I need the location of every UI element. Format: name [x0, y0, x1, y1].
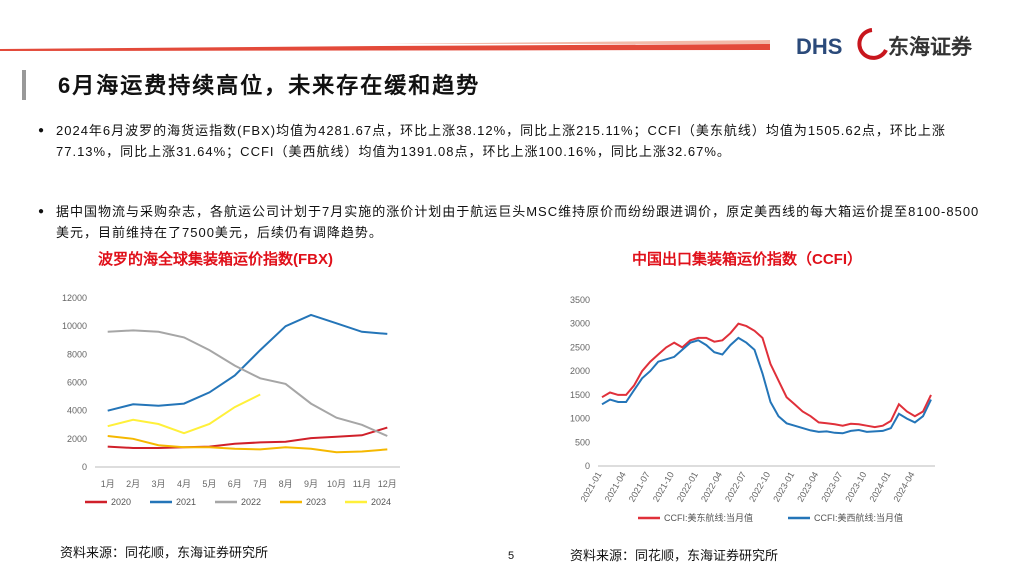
x-tick-label: 9月: [304, 479, 318, 489]
series-line: [107, 393, 261, 435]
y-tick-label: 1000: [570, 414, 590, 424]
legend-label: 2023: [306, 497, 326, 507]
series-line: [107, 435, 388, 454]
bullet: 2024年6月波罗的海货运指数(FBX)均值为4281.67点，环比上涨38.1…: [38, 120, 986, 162]
title-marker: [22, 70, 26, 100]
series-line: [107, 329, 388, 437]
slide-title: 6月海运费持续高位，未来存在缓和趋势: [58, 73, 481, 98]
x-tick-label: 11月: [353, 479, 371, 489]
x-tick-label: 2022-01: [675, 470, 700, 504]
legend-label: 2020: [111, 497, 131, 507]
x-tick-label: 8月: [279, 479, 293, 489]
legend-label: CCFI:美西航线:当月值: [814, 512, 903, 523]
x-tick-label: 2023-10: [843, 470, 868, 504]
chart: 0 2000 4000 6000 8000 10000 12000 1月 2月 3月 4月 5月 6月 7…: [62, 293, 400, 507]
series-line: [107, 313, 388, 412]
x-tick-label: 2024-01: [867, 470, 892, 504]
header-rule: [0, 44, 770, 51]
x-tick-label: 10月: [327, 479, 346, 489]
y-tick-label: 3000: [570, 319, 590, 329]
x-tick-label: 2023-04: [795, 470, 820, 504]
legend-label: 2022: [241, 497, 261, 507]
source: 资料来源：同花顺，东海证券研究所: [570, 548, 779, 563]
y-tick-label: 8000: [67, 349, 87, 359]
x-tick-label: 2024-04: [891, 470, 916, 504]
x-tick-label: 2021-07: [627, 470, 652, 504]
series-line: [601, 322, 932, 429]
chart-title: 中国出口集装箱运价指数（CCFI）: [632, 251, 862, 268]
header-rule-shade: [380, 40, 770, 44]
y-tick-label: 2000: [67, 434, 87, 444]
y-tick-label: 500: [575, 437, 590, 447]
x-tick-label: 4月: [177, 479, 191, 489]
legend-label: 2024: [371, 497, 391, 507]
x-tick-label: 2022-10: [747, 470, 772, 504]
x-tick-label: 3月: [152, 479, 166, 489]
y-tick-label: 0: [585, 461, 590, 471]
y-tick-label: 4000: [67, 406, 87, 416]
x-tick-label: 2021-04: [603, 470, 628, 504]
logo-mark: [857, 28, 888, 60]
x-tick-label: 1月: [101, 479, 115, 489]
x-tick-label: 2023-01: [771, 470, 796, 504]
logo-en: DHS: [796, 34, 842, 59]
chart: 05001000150020002500300035002021-012021-…: [570, 295, 935, 523]
y-tick-label: 10000: [62, 321, 87, 331]
x-tick-label: 2023-07: [819, 470, 844, 504]
source: 资料来源：同花顺，东海证券研究所: [60, 545, 269, 560]
series-line: [107, 426, 388, 449]
page-number: 5: [508, 550, 515, 562]
legend-label: 2021: [176, 497, 196, 507]
x-tick-label: 2021-01: [579, 470, 604, 504]
x-tick-label: 2022-04: [699, 470, 724, 504]
x-tick-label: 5月: [202, 479, 216, 489]
x-tick-label: 2021-10: [651, 470, 676, 504]
y-tick-label: 3500: [570, 295, 590, 305]
y-tick-label: 2000: [570, 366, 590, 376]
y-tick-label: 0: [82, 462, 87, 472]
y-tick-label: 2500: [570, 342, 590, 352]
y-tick-label: 6000: [67, 378, 87, 388]
x-tick-label: 2022-07: [723, 470, 748, 504]
logo-cn: 东海证券: [888, 35, 973, 59]
bullet: 据中国物流与采购杂志，各航运公司计划于7月实施的涨价计划由于航运巨头MSC维持原…: [38, 201, 986, 243]
series-line: [601, 336, 932, 435]
y-tick-label: 12000: [62, 293, 87, 303]
chart-title: 波罗的海全球集装箱运价指数(FBX): [98, 251, 333, 268]
legend-label: CCFI:美东航线:当月值: [664, 512, 753, 523]
y-tick-label: 1500: [570, 390, 590, 400]
x-tick-label: 7月: [253, 479, 267, 489]
x-tick-label: 6月: [228, 479, 242, 489]
x-tick-label: 12月: [378, 479, 397, 489]
x-tick-label: 2月: [126, 479, 140, 489]
